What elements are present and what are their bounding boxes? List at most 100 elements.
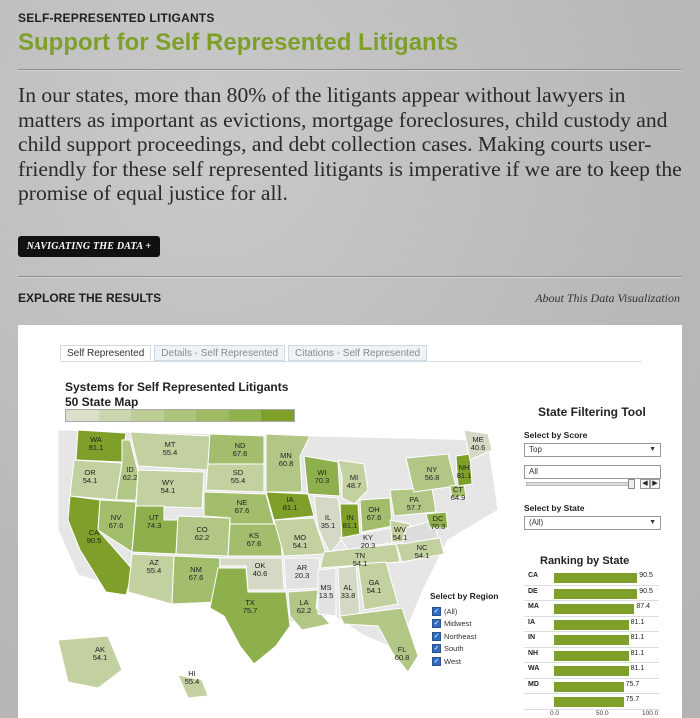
state-label-code: HI <box>188 669 196 678</box>
tab-citations[interactable]: Citations - Self Represented <box>288 345 428 361</box>
ranking-row[interactable]: DE 90.5 <box>524 586 659 601</box>
state-label-code: CO <box>196 525 207 534</box>
state-label-code: NV <box>111 513 121 522</box>
navigating-data-button[interactable]: NAVIGATING THE DATA + <box>18 236 160 257</box>
state-label-value: 54.1 <box>353 559 368 568</box>
step-right-icon[interactable]: ▶ <box>650 479 660 489</box>
state-label-code: WV <box>394 525 406 534</box>
checkbox-checked-icon[interactable]: ✓ <box>432 606 441 616</box>
ranking-axis-tick: 100.0 <box>642 710 659 717</box>
state-tx[interactable] <box>209 567 291 665</box>
score-slider-track[interactable] <box>526 482 634 486</box>
tab-self-represented[interactable]: Self Represented <box>60 345 152 361</box>
ranking-bar <box>554 681 624 692</box>
state-label-value: 56.8 <box>425 473 440 482</box>
all-input-value: All <box>529 467 538 476</box>
ranking-value: 90.5 <box>639 572 653 579</box>
state-me[interactable] <box>463 429 493 461</box>
checkbox-checked-icon[interactable]: ✓ <box>432 656 441 666</box>
state-label-code: MS <box>320 583 331 592</box>
ranking-row[interactable]: IN 81.1 <box>524 632 659 648</box>
ranking-state-code: MD <box>528 680 539 688</box>
intro-text: In our states, more than 80% of the liti… <box>18 83 682 205</box>
step-left-icon[interactable]: ◀ <box>640 479 650 489</box>
state-ms[interactable] <box>317 567 337 617</box>
ranking-row[interactable]: WA 81.1 <box>524 663 659 679</box>
state-label-value: 55.4 <box>231 476 246 485</box>
state-label-value: 90.5 <box>87 536 102 545</box>
checkbox-checked-icon[interactable]: ✓ <box>432 644 441 654</box>
ranking-bar <box>554 619 629 630</box>
region-option[interactable]: ✓ (All) <box>430 605 499 618</box>
region-option[interactable]: ✓ Midwest <box>430 618 499 631</box>
ranking-value: 75.7 <box>625 680 640 688</box>
state-ak[interactable] <box>57 635 123 689</box>
state-label-value: 55.4 <box>185 677 200 686</box>
ranking-row[interactable]: MD 75.7 <box>524 679 659 694</box>
region-option[interactable]: ✓ Northeast <box>430 630 499 643</box>
state-il[interactable] <box>313 495 345 555</box>
state-fl[interactable] <box>339 607 419 673</box>
checkbox-checked-icon[interactable]: ✓ <box>432 619 441 629</box>
ranking-value: 81.1 <box>630 649 645 657</box>
state-ia[interactable] <box>265 491 315 521</box>
state-nh[interactable] <box>455 453 473 487</box>
state-label-code: GA <box>369 578 380 587</box>
state-mn[interactable] <box>265 433 311 493</box>
state-dc[interactable] <box>425 511 449 529</box>
region-option[interactable]: ✓ South <box>430 643 499 656</box>
ranking-value: 75.7 <box>625 696 640 703</box>
state-label-code: IA <box>286 495 293 504</box>
state-label-value: 67.6 <box>189 573 204 582</box>
checkbox-checked-icon[interactable]: ✓ <box>432 631 441 641</box>
score-slider-handle[interactable] <box>628 479 635 489</box>
ranking-table: CA 90.5 DE 90.5 MA 87.4 IA 81.1 IN 81.1 NH 81.1 WA 81… <box>524 570 659 710</box>
state-label-value: 81.1 <box>283 503 298 512</box>
state-label-code: KY <box>363 533 373 542</box>
state-label-value: 54.1 <box>293 541 308 550</box>
state-label-code: AR <box>297 563 308 572</box>
ranking-axis-tick: 50.0 <box>596 710 609 717</box>
region-option-label: (All) <box>444 606 458 616</box>
state-ks[interactable] <box>227 523 283 557</box>
region-filter-title: Select by Region <box>430 591 499 601</box>
state-label-code: OK <box>255 561 266 570</box>
state-label-value: 54.1 <box>83 476 98 485</box>
state-wi[interactable] <box>303 455 341 497</box>
about-visualization-link[interactable]: About This Data Visualization <box>535 291 680 305</box>
state-label-value: 62.2 <box>195 533 210 542</box>
state-label-code: KS <box>249 531 259 540</box>
chevron-down-icon: ▼ <box>649 519 656 526</box>
ranking-row[interactable]: IA 81.1 <box>524 617 659 632</box>
state-ga[interactable] <box>357 561 399 611</box>
state-select-value: (All) <box>529 518 544 527</box>
state-label-code: CA <box>89 528 99 537</box>
state-label-value: 57.7 <box>407 503 422 512</box>
ranking-row[interactable]: CA 90.5 <box>524 570 659 586</box>
score-select[interactable]: Top ▼ <box>524 443 661 457</box>
tab-details[interactable]: Details - Self Represented <box>154 345 286 361</box>
us-state-map[interactable]: WA81.1OR54.1CA90.5ID62.2NV67.6MT55.4WY54… <box>18 420 518 718</box>
state-hi[interactable] <box>177 674 209 699</box>
legend-swatch <box>98 410 132 421</box>
state-label-code: MT <box>165 440 176 449</box>
ranking-row[interactable]: NH 81.1 <box>524 648 659 663</box>
state-label-value: 81.1 <box>89 443 104 452</box>
state-wy[interactable] <box>135 469 205 509</box>
state-label-code: PA <box>409 495 418 504</box>
state-label-code: TX <box>245 598 255 607</box>
region-option[interactable]: ✓ West <box>430 655 499 668</box>
ranking-row[interactable]: 75.7 <box>524 694 659 710</box>
ranking-state-code: DE <box>528 587 538 595</box>
all-search-input[interactable]: All <box>524 465 661 479</box>
legend-swatch <box>228 410 262 421</box>
state-sd[interactable] <box>205 463 265 493</box>
state-label-value: 54.1 <box>93 653 108 662</box>
state-select[interactable]: (All) ▼ <box>524 516 661 530</box>
state-label-value: 54.1 <box>393 533 408 542</box>
ranking-value: 81.1 <box>630 618 645 626</box>
state-label-code: ND <box>235 441 246 450</box>
ranking-row[interactable]: MA 87.4 <box>524 601 659 617</box>
state-shapes <box>57 429 493 699</box>
state-label-code: DC <box>433 514 444 523</box>
